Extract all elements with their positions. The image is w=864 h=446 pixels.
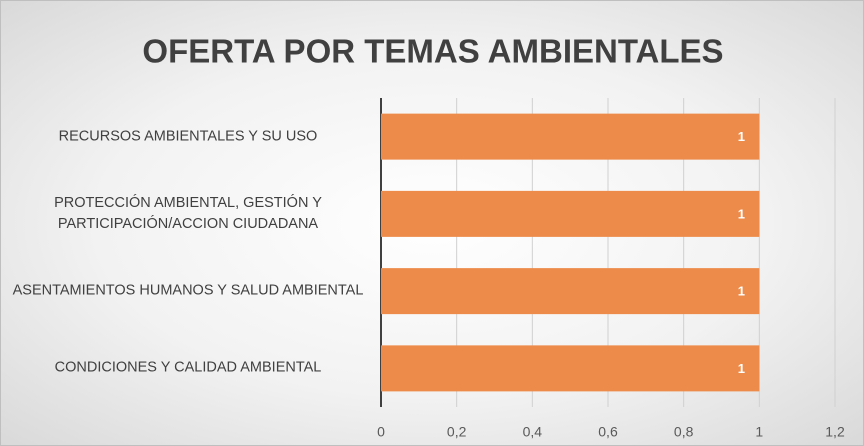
data-label: 1 [738,361,745,376]
data-label: 1 [738,206,745,221]
x-tick-label: 0,4 [523,424,543,440]
x-tick-label: 1,2 [825,424,845,440]
bar [381,345,760,392]
y-tick-label: RECURSOS AMBIENTALES Y SU USO [58,128,318,145]
x-tick-label: 0,6 [598,424,618,440]
y-tick-label: ASENTAMIENTOS HUMANOS Y SALUD AMBIENTAL [12,282,364,299]
x-tick-label: 0,8 [674,424,694,440]
data-label: 1 [738,129,745,144]
chart-title: OFERTA POR TEMAS AMBIENTALES [142,33,723,70]
y-tick-label: PROTECCIÓN AMBIENTAL, GESTIÓN Y PARTICIP… [54,194,322,232]
y-tick-label: CONDICIONES Y CALIDAD AMBIENTAL [54,359,322,376]
x-tick-label: 0,2 [447,424,467,440]
x-tick-label: 1 [755,424,763,440]
bar [381,268,760,315]
data-label: 1 [738,284,745,299]
bar [381,190,760,237]
bar [381,113,760,160]
x-tick-label: 0 [377,424,385,440]
